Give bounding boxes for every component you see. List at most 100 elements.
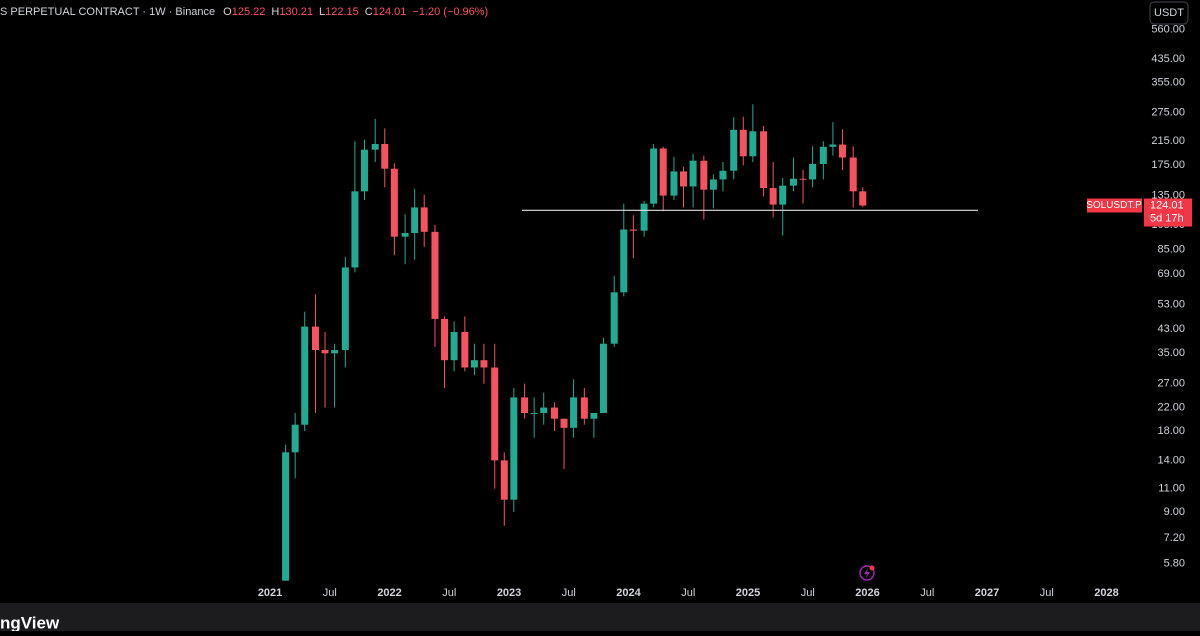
candle-body [441,318,449,361]
x-tick-label: 2025 [736,587,760,599]
x-tick-label: 2022 [377,587,401,599]
x-tick-label: Jul [442,587,456,599]
x-tick-label: 2028 [1094,587,1118,599]
candle-body [680,171,688,187]
y-tick-label: 7.20 [1164,532,1185,544]
candle-body [700,160,708,190]
candle-body [321,350,329,354]
y-tick-label: 22.00 [1157,401,1185,413]
candle-body [610,292,618,344]
candle-body [670,171,678,196]
candle-body [640,203,648,231]
candle-body [390,168,398,237]
y-tick-label: 43.00 [1157,323,1185,335]
y-tick-label: 215.00 [1151,135,1185,147]
h-label: H [271,6,279,18]
candle-body [809,163,817,180]
footer-logo: ngView [0,613,60,631]
o-value: 125.22 [232,6,266,18]
c-label: C [365,6,373,18]
y-tick-label: 14.00 [1157,454,1185,466]
x-tick-label: Jul [562,587,576,599]
candle-body [530,413,538,415]
candle-body [360,149,368,192]
icon-dot [869,565,875,571]
last-price-symbol: SOLUSDT.P [1086,200,1142,211]
x-tick-label: 2027 [975,587,999,599]
x-tick-label: 2026 [855,587,879,599]
currency-label[interactable]: USDT [1154,7,1184,19]
icon-bolt [864,568,870,578]
candle-body [689,160,697,187]
candle-body [599,343,607,414]
candle-body [580,397,588,419]
change: −1.20 (−0.96%) [412,6,488,18]
candle-body [461,332,469,368]
y-tick-label: 85.00 [1157,244,1185,256]
candle-body [420,207,428,232]
candle-body [769,188,777,205]
last-price-box [1144,198,1192,227]
last-price-label: 124.01 [1150,199,1184,211]
candle-body [730,129,738,171]
y-tick-label: 9.00 [1164,506,1185,518]
x-tick-label: Jul [681,587,695,599]
y-tick-label: 27.00 [1157,378,1185,390]
candle-body [709,179,717,190]
y-tick-label: 435.00 [1151,53,1185,65]
candle-body [590,413,598,419]
candle-body [819,146,827,164]
candle-body [560,418,568,428]
candle-body [431,231,439,319]
candle-body [659,148,667,196]
candle-body [859,191,867,206]
currency-button[interactable] [1149,1,1189,25]
candle-body [411,207,419,234]
candle-body [291,424,299,453]
candle-body [760,131,768,189]
x-tick-label: Jul [920,587,934,599]
candle-body [540,407,548,414]
candle-body [341,267,349,351]
candle-body [491,367,499,461]
last-price-tag [1087,198,1142,213]
header: S PERPETUAL CONTRACT · 1W · Binance O125.… [0,6,488,18]
candle-body [450,332,458,361]
candle-body [799,178,807,180]
y-tick-label: 53.00 [1157,299,1185,311]
y-tick-label: 175.00 [1151,159,1185,171]
candle-body [500,460,508,500]
candle-body [749,131,757,157]
alert-icon[interactable] [859,565,875,581]
x-tick-label: 2023 [497,587,521,599]
candle-body [650,148,658,204]
candle-body [779,185,787,205]
y-tick-label: 18.00 [1157,425,1185,437]
candle-body [829,144,837,147]
candle-body [789,178,797,186]
symbol: S PERPETUAL CONTRACT · 1W · Binance [0,6,215,18]
footer-bar [0,603,1200,631]
y-tick-label: 5.80 [1164,557,1185,569]
y-tick-label: 35.00 [1157,347,1185,359]
candle-body [739,129,747,157]
icon-ring [859,565,875,581]
candle-body [570,397,578,428]
y-tick-label: 355.00 [1151,77,1185,89]
candle-body [282,452,290,581]
candle-body [849,157,857,192]
candle-body [301,326,309,425]
x-tick-label: Jul [1040,587,1054,599]
candle-body [371,143,379,150]
candle-body [311,326,319,351]
x-tick-label: 2021 [258,587,282,599]
candle-body [480,360,488,368]
candle-body [521,397,529,414]
candle-body [331,350,339,354]
y-tick-label: 135.00 [1151,189,1185,201]
countdown: 5d 17h [1150,212,1184,224]
candle-body [719,170,727,180]
y-tick-label: 560.00 [1151,23,1185,35]
